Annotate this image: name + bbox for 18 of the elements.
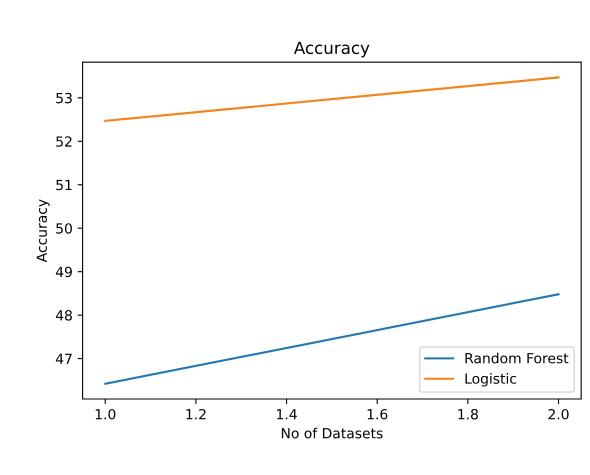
legend-label: Random Forest	[465, 352, 568, 364]
y-tick-label: 47	[56, 354, 72, 364]
y-tick-label: 53	[56, 92, 72, 104]
y-tick-label: 49	[56, 266, 72, 278]
y-tick-label: 50	[56, 223, 72, 234]
chart-title: Accuracy	[294, 42, 370, 58]
y-axis-title: Accuracy	[36, 199, 50, 262]
x-tick-label: 1.8	[458, 408, 478, 420]
y-tick-label: 52	[56, 136, 72, 147]
x-tick-label: 1.0	[96, 408, 116, 420]
x-tick-label: 1.4	[277, 409, 297, 420]
legend-label: Logistic	[465, 373, 516, 386]
x-tick-label: 1.6	[368, 408, 388, 420]
x-tick-label: 2.0	[548, 408, 569, 420]
y-tick-label: 48	[56, 310, 72, 321]
y-tick-label: 51	[56, 180, 72, 190]
x-axis-title: No of Datasets	[282, 428, 383, 438]
x-tick-label: 1.2	[186, 408, 206, 420]
